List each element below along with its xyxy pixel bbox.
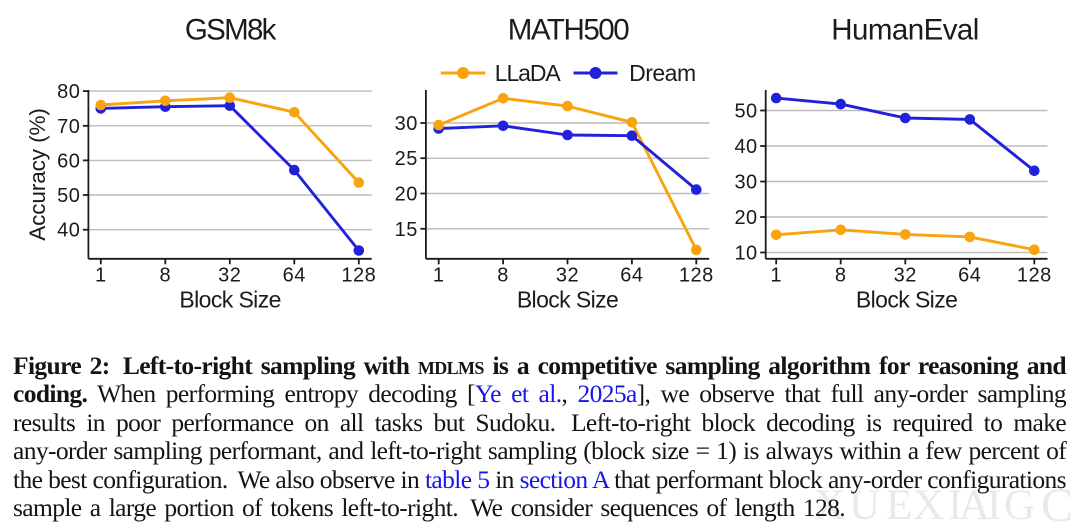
svg-text:80: 80 — [57, 81, 80, 103]
svg-text:30: 30 — [734, 172, 757, 194]
svg-text:40: 40 — [57, 220, 80, 242]
svg-text:Block Size: Block Size — [517, 287, 618, 313]
svg-text:50: 50 — [57, 185, 80, 207]
svg-text:25: 25 — [395, 148, 418, 170]
svg-text:8: 8 — [835, 265, 847, 287]
svg-text:60: 60 — [57, 150, 80, 172]
svg-text:15: 15 — [395, 219, 418, 241]
svg-text:64: 64 — [958, 265, 981, 287]
svg-text:40: 40 — [734, 136, 757, 158]
svg-text:Block Size: Block Size — [179, 287, 280, 313]
svg-text:128: 128 — [679, 265, 714, 287]
svg-text:128: 128 — [1017, 265, 1052, 287]
svg-text:1: 1 — [95, 265, 107, 287]
svg-text:128: 128 — [341, 265, 376, 287]
svg-text:HumanEval: HumanEval — [831, 14, 979, 47]
svg-text:30: 30 — [395, 113, 418, 135]
svg-text:70: 70 — [57, 116, 80, 138]
svg-text:8: 8 — [497, 265, 509, 287]
svg-text:10: 10 — [734, 243, 757, 265]
svg-text:8: 8 — [159, 265, 171, 287]
svg-text:GSM8k: GSM8k — [185, 14, 277, 47]
svg-text:32: 32 — [556, 265, 579, 287]
svg-text:1: 1 — [433, 265, 445, 287]
svg-text:1: 1 — [770, 265, 782, 287]
svg-text:LLaDA: LLaDA — [495, 60, 562, 86]
svg-text:20: 20 — [395, 184, 418, 206]
svg-text:MATH500: MATH500 — [508, 14, 629, 47]
svg-text:Dream: Dream — [629, 60, 696, 86]
svg-text:Accuracy (%): Accuracy (%) — [25, 108, 50, 241]
svg-text:50: 50 — [734, 101, 757, 123]
svg-text:64: 64 — [620, 265, 643, 287]
svg-text:32: 32 — [218, 265, 241, 287]
svg-text:20: 20 — [734, 207, 757, 229]
svg-text:64: 64 — [283, 265, 306, 287]
svg-text:32: 32 — [894, 265, 917, 287]
svg-text:Block Size: Block Size — [856, 287, 957, 313]
